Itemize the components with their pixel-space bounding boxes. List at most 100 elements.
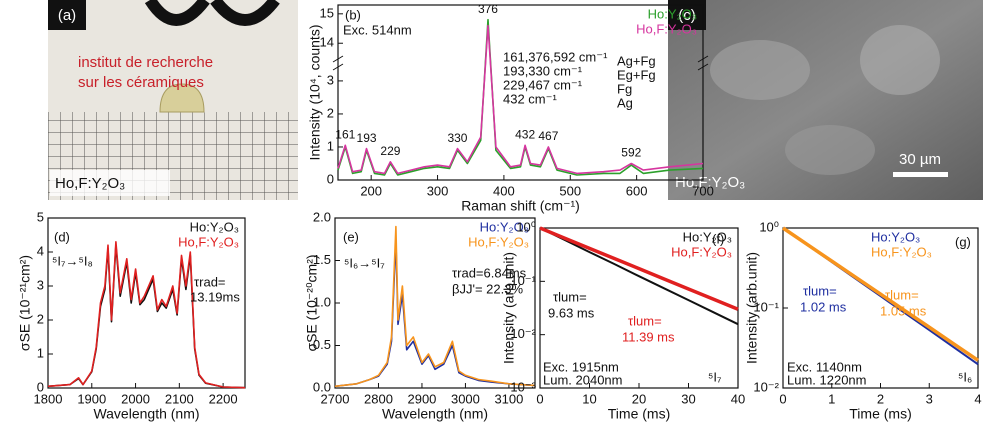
y-axis-label: Intensity (arb.unit): [501, 252, 517, 364]
chart: 2700 2800 2900 3000 3100 0.0 0.5 1.0 1.5 2.0 Wavel…: [304, 209, 536, 422]
logo-shape: [144, 0, 280, 26]
legend-entry: Ho:Y₂O₃: [648, 6, 697, 21]
series-line: [539, 227, 739, 326]
legend-entry: Ho,F:Y₂O₃: [468, 234, 529, 249]
x-tick-label: 2: [877, 391, 884, 406]
peak-label: 229: [380, 144, 400, 158]
annotation: τlum=: [553, 289, 587, 304]
annotation: ⁵I₆: [958, 369, 972, 384]
y-tick-label: 10⁻²: [510, 326, 536, 341]
y-tick-label: 10⁻¹: [510, 273, 536, 288]
legend-entry: Ho:Y₂O₃: [480, 219, 529, 234]
x-tick-label: 10: [582, 391, 596, 406]
series-line: [47, 241, 246, 389]
panel-a: (a) institut de recherche sur les cérami…: [48, 0, 298, 200]
y-tick-label: 4: [37, 243, 44, 258]
series-line: [337, 24, 704, 175]
annotation: Lum. 1220nm: [787, 372, 867, 387]
annotation: Exc. 1140nm: [787, 359, 862, 374]
annotation: 1.05 ms: [880, 303, 927, 318]
caption: Ho,F:Y₂O₃: [675, 174, 745, 191]
x-tick-label: 2900: [407, 391, 436, 406]
chart: 0 10 20 30 40 10⁻³ 10⁻² 10⁻¹ 10⁰ Time (ms) Intensi…: [501, 219, 746, 421]
caption: Ho,F:Y₂O₃: [55, 175, 125, 192]
grain: [785, 125, 875, 175]
y-tick-label: 0.0: [313, 379, 331, 394]
annotation: (f): [712, 231, 724, 246]
peak-label: 193: [357, 131, 377, 145]
x-tick-label: 2200: [209, 391, 238, 406]
annotation: τlum=: [803, 283, 837, 298]
series-line: [539, 226, 739, 311]
legend-entry: Ho,F:Y₂O₃: [636, 21, 697, 36]
y-tick-label: 5: [37, 209, 44, 224]
x-tick-label: 200: [360, 183, 382, 198]
y-tick-label: 2: [327, 105, 334, 120]
annotation: Exc. 1915nm: [543, 359, 619, 374]
annotation: 1.02 ms: [800, 299, 847, 314]
scale-bar: [893, 172, 948, 177]
y-tick-label: 15: [320, 5, 334, 20]
annotation: Lum. 2040nm: [543, 372, 623, 387]
annotation: (b): [345, 7, 361, 22]
y-tick-label: 1: [37, 345, 44, 360]
annotation: (g): [955, 234, 971, 249]
y-axis-label: σSE (10⁻²¹cm²): [17, 255, 33, 351]
y-tick-label: 0.5: [313, 337, 331, 352]
y-tick-label: 10⁻¹: [753, 299, 779, 314]
x-tick-label: 1: [828, 391, 835, 406]
plot-frame: [47, 217, 246, 389]
series-line: [782, 226, 979, 362]
x-tick-label: 2700: [321, 391, 350, 406]
y-tick-label: 3: [37, 277, 44, 292]
y-axis-label: Intensity (10⁴, counts): [307, 25, 323, 161]
annotation: Fg: [617, 81, 632, 96]
y-tick-label: 1.5: [313, 252, 331, 267]
legend-entry: Ho,F:Y₂O₃: [671, 244, 732, 259]
x-tick-label: 4: [974, 391, 981, 406]
y-tick-label: 0: [37, 379, 44, 394]
annotation: τlum=: [885, 287, 919, 302]
y-tick-label: 1: [327, 138, 334, 153]
x-tick-label: 2800: [364, 391, 393, 406]
annotation: 229,467 cm⁻¹: [503, 77, 583, 92]
y-tick-label: 1.0: [313, 294, 331, 309]
annotation: 193,330 cm⁻¹: [503, 63, 583, 78]
x-axis-label: Raman shift (cm⁻¹): [461, 198, 580, 214]
x-tick-label: 30: [681, 391, 695, 406]
photo-text: institut de recherche: [78, 54, 213, 71]
legend-entry: Ho,F:Y₂O₃: [871, 244, 932, 259]
annotation: τlum=: [628, 313, 662, 328]
y-tick-label: 2: [37, 311, 44, 326]
annotation: 9.63 ms: [548, 305, 595, 320]
annotation: τrad=6.84ms: [452, 265, 527, 280]
photo-text: sur les céramiques: [78, 74, 204, 91]
x-tick-label: 500: [559, 183, 581, 198]
y-tick-label: 2.0: [313, 209, 331, 224]
peak-label: 161: [335, 127, 355, 141]
annotation: 432 cm⁻¹: [503, 91, 557, 106]
x-tick-label: 1900: [77, 391, 106, 406]
x-tick-label: 1800: [34, 391, 63, 406]
x-tick-label: 300: [427, 183, 449, 198]
y-tick-label: 10⁰: [516, 219, 536, 234]
peak-label: 432: [515, 127, 535, 141]
y-axis-label: Intensity (arb.unit): [744, 252, 760, 364]
x-tick-label: 3: [926, 391, 933, 406]
grain: [860, 25, 940, 95]
panel-label: (c): [678, 7, 696, 24]
x-axis-label: Time (ms): [849, 406, 911, 422]
legend-entry: Ho,F:Y₂O₃: [178, 234, 239, 249]
annotation: 11.39 ms: [622, 329, 675, 344]
legend-entry: Ho:Y₂O₃: [683, 229, 732, 244]
y-tick-label: 10⁰: [759, 219, 779, 234]
x-tick-label: 3100: [494, 391, 523, 406]
grain: [710, 40, 810, 100]
sample: [159, 83, 205, 113]
peak-label: 467: [538, 129, 558, 143]
peak-label: 592: [621, 146, 641, 160]
annotation: Ag: [617, 95, 633, 110]
annotation: ⁵I₇→⁵I₈: [52, 253, 93, 268]
